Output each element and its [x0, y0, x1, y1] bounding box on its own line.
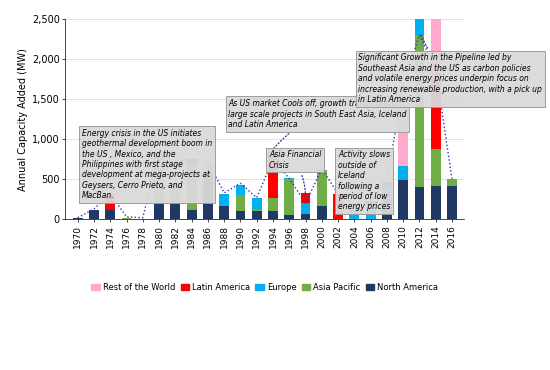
- Bar: [431, 186, 441, 219]
- Bar: [431, 0, 441, 73]
- Bar: [187, 211, 196, 219]
- Bar: [301, 214, 310, 215]
- Bar: [382, 186, 392, 199]
- Bar: [235, 211, 245, 219]
- Bar: [398, 166, 408, 180]
- Bar: [154, 153, 164, 203]
- Bar: [122, 218, 131, 219]
- Bar: [284, 215, 294, 219]
- Bar: [447, 186, 457, 219]
- Bar: [415, 19, 425, 35]
- Bar: [447, 179, 457, 186]
- Bar: [203, 163, 213, 173]
- Bar: [154, 203, 164, 219]
- Bar: [431, 149, 441, 186]
- Bar: [235, 185, 245, 195]
- Bar: [106, 195, 115, 211]
- Bar: [219, 194, 229, 205]
- Bar: [106, 211, 115, 219]
- Bar: [415, 35, 425, 187]
- Bar: [235, 195, 245, 211]
- Bar: [398, 180, 408, 219]
- Bar: [333, 195, 343, 219]
- Bar: [382, 199, 392, 219]
- Bar: [268, 198, 278, 211]
- Bar: [349, 205, 359, 219]
- Bar: [268, 152, 278, 198]
- Y-axis label: Annual Capacity Added (MW): Annual Capacity Added (MW): [18, 48, 28, 191]
- Bar: [431, 73, 441, 149]
- Bar: [252, 209, 262, 211]
- Bar: [301, 203, 310, 214]
- Bar: [382, 182, 392, 186]
- Text: Significant Growth in the Pipeline led by
Southeast Asia and the US as carbon po: Significant Growth in the Pipeline led b…: [359, 34, 542, 104]
- Text: As US market Cools off, growth transitions to
large scale projects in South East: As US market Cools off, growth transitio…: [228, 99, 407, 156]
- Bar: [366, 205, 376, 219]
- Bar: [301, 215, 310, 219]
- Text: Asia Financial
Crisis: Asia Financial Crisis: [269, 150, 321, 201]
- Bar: [317, 169, 327, 206]
- Bar: [284, 178, 294, 179]
- Bar: [219, 205, 229, 206]
- Bar: [415, 187, 425, 219]
- Legend: Rest of the World, Latin America, Europe, Asia Pacific, North America: Rest of the World, Latin America, Europe…: [88, 280, 442, 295]
- Bar: [203, 173, 213, 219]
- Bar: [284, 179, 294, 215]
- Bar: [252, 198, 262, 209]
- Bar: [366, 201, 376, 205]
- Text: Activity slows
outside of
Iceland
following a
period of low
energy prices: Activity slows outside of Iceland follow…: [338, 150, 390, 211]
- Bar: [89, 211, 99, 219]
- Text: Energy crisis in the US initiates
geothermal development boom in
the US , Mexico: Energy crisis in the US initiates geothe…: [82, 129, 212, 200]
- Bar: [415, 0, 425, 19]
- Bar: [187, 159, 196, 163]
- Bar: [398, 86, 408, 166]
- Bar: [268, 211, 278, 219]
- Bar: [187, 163, 196, 211]
- Bar: [219, 206, 229, 219]
- Bar: [252, 211, 262, 219]
- Bar: [301, 193, 310, 203]
- Bar: [73, 218, 82, 219]
- Bar: [170, 183, 180, 203]
- Bar: [317, 206, 327, 219]
- Bar: [170, 203, 180, 219]
